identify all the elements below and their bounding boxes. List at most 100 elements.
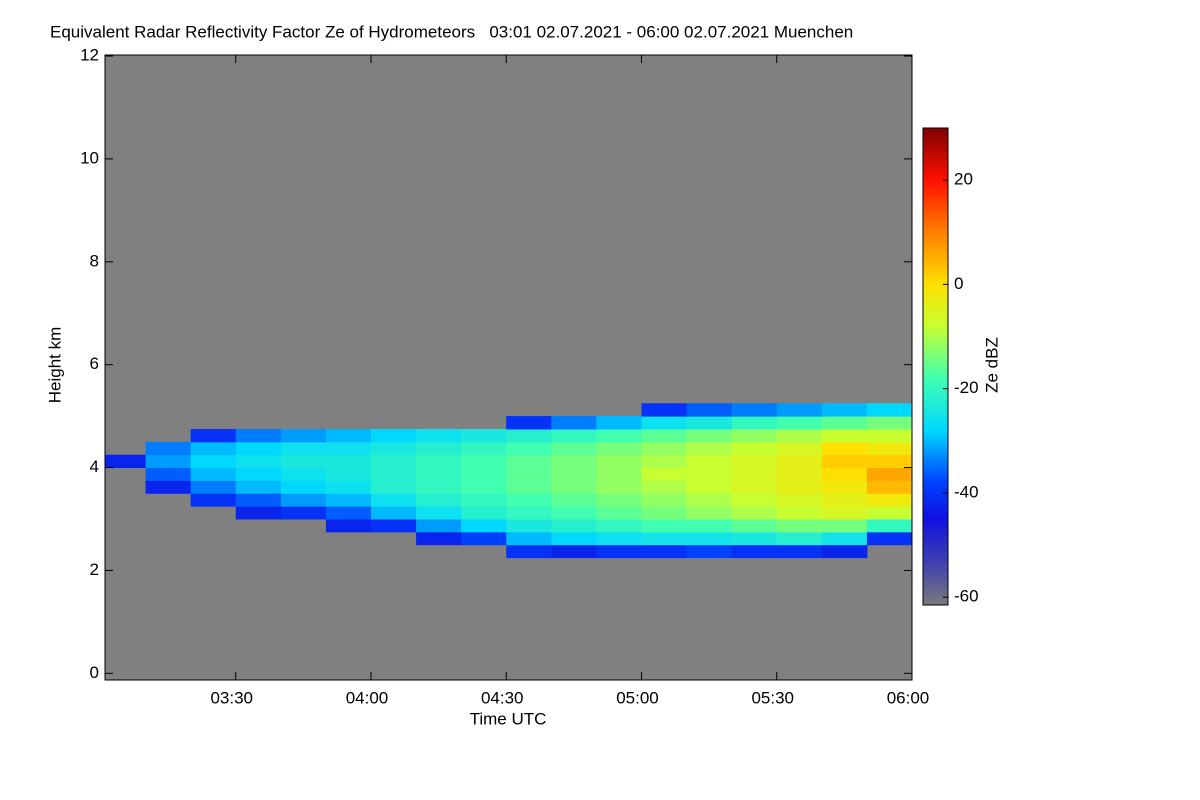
heat-cell — [686, 454, 733, 469]
x-tick-label: 05:00 — [616, 688, 659, 707]
colorbar-label: Ze dBZ — [982, 337, 1001, 393]
heat-cell — [325, 441, 372, 456]
heat-cell — [416, 454, 462, 469]
heat-cell — [641, 531, 688, 546]
colorbar-tick-label: -20 — [954, 378, 979, 397]
heat-cell — [325, 480, 372, 494]
heat-cell — [280, 441, 327, 456]
heat-cell — [461, 428, 507, 443]
heat-cell — [506, 428, 552, 443]
heat-cell — [686, 467, 733, 481]
heat-cell — [461, 506, 507, 520]
heat-cell — [866, 441, 913, 456]
heat-cell — [145, 467, 192, 481]
heat-cell — [506, 467, 552, 481]
heat-cell — [551, 506, 597, 520]
heat-cell — [866, 428, 913, 443]
heat-cell — [866, 454, 913, 469]
heat-cell — [506, 506, 552, 520]
heat-cell — [821, 467, 868, 481]
heat-cell — [686, 506, 733, 520]
heat-cell — [416, 493, 462, 507]
heat-cell — [235, 467, 282, 481]
heat-cell — [596, 454, 642, 469]
heat-cell — [551, 416, 597, 430]
heat-cell — [596, 441, 642, 456]
heat-cell — [280, 493, 327, 507]
y-tick-label: 2 — [90, 560, 99, 579]
heat-cell — [596, 531, 642, 546]
heat-cell — [866, 518, 913, 533]
heat-cell — [235, 428, 282, 443]
heat-cell — [641, 544, 688, 559]
heat-cell — [686, 531, 733, 546]
heat-cell — [190, 454, 237, 469]
colorbar — [922, 127, 949, 606]
y-tick-label: 10 — [80, 148, 99, 167]
heat-cell — [105, 454, 147, 469]
heat-cell — [596, 493, 642, 507]
heat-cell — [461, 441, 507, 456]
heat-cell — [821, 531, 868, 546]
heat-cell — [731, 428, 778, 443]
heat-cell — [686, 493, 733, 507]
heat-cell — [821, 493, 868, 507]
heat-cell — [821, 480, 868, 494]
heat-cell — [506, 416, 552, 430]
heat-cell — [686, 480, 733, 494]
heat-cell — [416, 506, 462, 520]
heat-cell — [551, 428, 597, 443]
heat-cell — [731, 531, 778, 546]
heat-cell — [370, 480, 417, 494]
heat-cell — [506, 518, 552, 533]
heat-cell — [416, 428, 462, 443]
heat-cell — [506, 454, 552, 469]
heat-cell — [776, 428, 823, 443]
heat-cell — [506, 544, 552, 559]
heat-cell — [731, 518, 778, 533]
heat-cell — [416, 467, 462, 481]
heat-cell — [280, 454, 327, 469]
x-tick-label: 04:30 — [481, 688, 524, 707]
heat-cell — [776, 480, 823, 494]
heat-cell — [821, 428, 868, 443]
heat-cell — [506, 441, 552, 456]
heat-cell — [190, 441, 237, 456]
heat-cell — [596, 518, 642, 533]
heat-cell — [866, 403, 913, 417]
heat-cell — [551, 467, 597, 481]
heat-cell — [235, 454, 282, 469]
heat-cell — [280, 506, 327, 520]
heat-cell — [416, 441, 462, 456]
heat-cell — [641, 480, 688, 494]
heat-cell — [551, 544, 597, 559]
heat-cell — [325, 518, 372, 533]
heat-cell — [731, 416, 778, 430]
heat-cell — [731, 441, 778, 456]
heat-cell — [280, 480, 327, 494]
heat-cell — [641, 416, 688, 430]
heat-cell — [416, 531, 462, 546]
colorbar-tick-label: -40 — [954, 482, 979, 501]
y-axis-label: Height km — [45, 327, 64, 404]
heat-cell — [325, 467, 372, 481]
heat-cell — [731, 544, 778, 559]
heat-cell — [190, 493, 237, 507]
heat-cell — [461, 493, 507, 507]
colorbar-tick-label: 20 — [954, 170, 973, 189]
heat-cell — [821, 454, 868, 469]
y-tick-label: 0 — [90, 663, 99, 682]
heat-cell — [641, 454, 688, 469]
heat-cell — [280, 467, 327, 481]
heat-cell — [776, 467, 823, 481]
plot-frame — [104, 54, 913, 681]
heat-cell — [731, 506, 778, 520]
heat-cell — [596, 480, 642, 494]
heat-cell — [641, 506, 688, 520]
heat-cell — [821, 441, 868, 456]
heat-cell — [596, 544, 642, 559]
heat-cell — [776, 493, 823, 507]
heat-cell — [461, 467, 507, 481]
heat-cell — [731, 467, 778, 481]
heat-cell — [596, 467, 642, 481]
